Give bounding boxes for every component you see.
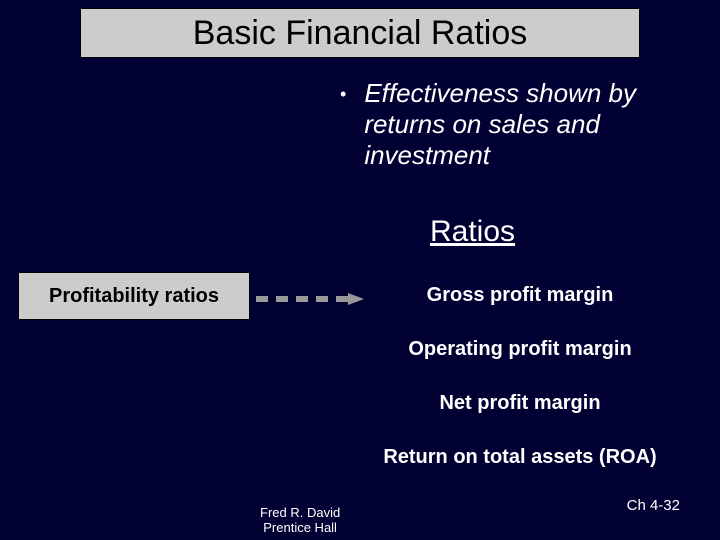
title-box: Basic Financial Ratios	[80, 8, 640, 58]
bullet-text: Effectiveness shown by returns on sales …	[364, 78, 680, 172]
ratio-item: Operating profit margin	[330, 338, 710, 361]
bullet-row: • Effectiveness shown by returns on sale…	[340, 78, 680, 172]
ratio-item: Return on total assets (ROA)	[330, 446, 710, 469]
category-box: Profitability ratios	[18, 272, 250, 320]
section-heading: Ratios	[430, 215, 515, 249]
category-label: Profitability ratios	[49, 285, 219, 308]
slide-title: Basic Financial Ratios	[193, 14, 527, 53]
footer-author: Fred R. David Prentice Hall	[260, 506, 340, 536]
footer-page-ref: Ch 4-32	[627, 497, 680, 514]
footer-author-line1: Fred R. David	[260, 506, 340, 521]
ratio-item: Gross profit margin	[330, 284, 710, 307]
ratio-item: Net profit margin	[330, 392, 710, 415]
footer-author-line2: Prentice Hall	[260, 521, 340, 536]
bullet-marker: •	[340, 84, 346, 105]
